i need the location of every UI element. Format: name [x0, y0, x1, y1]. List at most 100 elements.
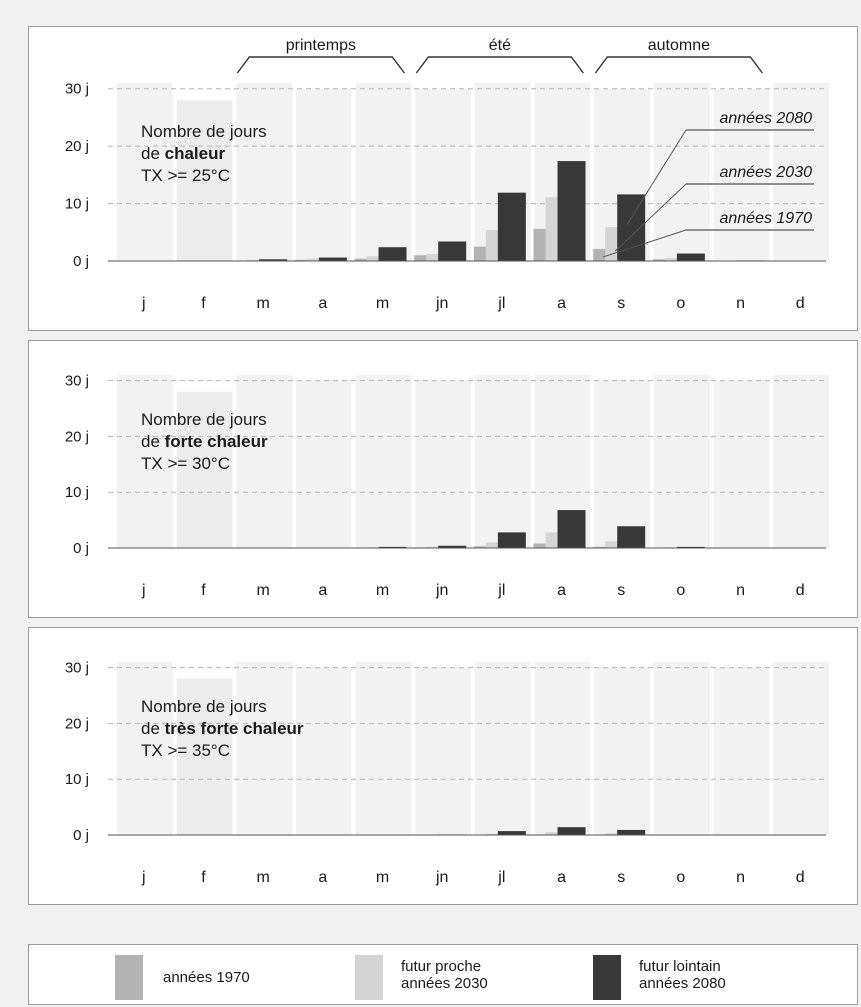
xtick-label-1: f — [201, 295, 206, 312]
xtick-label-9: o — [676, 869, 685, 886]
xtick-label-2: m — [257, 582, 270, 599]
xtick-label-3: a — [318, 582, 327, 599]
chart-title-bold: chaleur — [165, 144, 226, 163]
ytick-label-30: 30 j — [65, 373, 89, 390]
ytick-label-10: 10 j — [65, 771, 89, 788]
chart-title-line1: Nombre de jours — [141, 122, 267, 141]
xtick-label-0: j — [141, 582, 146, 599]
chart-title-line1: Nombre de jours — [141, 697, 267, 716]
legend-label-1970-line1: années 1970 — [163, 969, 250, 986]
xtick-label-8: s — [617, 295, 625, 312]
bar-2080-2 — [259, 259, 288, 261]
annotation-leader-0 — [626, 129, 687, 225]
chart-title-line3: TX >= 35°C — [141, 741, 230, 760]
month-column-3 — [296, 667, 352, 835]
legend-item-2030: futur proche années 2030 — [355, 945, 575, 1006]
chart-panel-chaleur: 0 j 10 j 20 j 30 j j f m a m jn jl a s o n d Nombre de j… — [28, 26, 858, 331]
month-column-2 — [236, 662, 293, 835]
legend-label-2080-line2: années 2080 — [639, 975, 726, 992]
season-label-2: automne — [648, 37, 710, 54]
bar-2080-6 — [497, 532, 526, 548]
bar-2080-7 — [557, 161, 586, 261]
month-column-1 — [176, 678, 233, 835]
xtick-label-2: m — [257, 295, 270, 312]
bar-2080-8 — [617, 829, 646, 835]
chart-panel-tres-forte-chaleur: 0 j 10 j 20 j 30 j j f m a m jn jl a s o n d Nombre de j… — [28, 627, 858, 905]
chart-title-line1: Nombre de jours — [141, 410, 267, 429]
month-column-9 — [654, 662, 710, 835]
xtick-label-1: f — [201, 582, 206, 599]
month-column-1 — [176, 100, 233, 262]
season-bracket-2 — [594, 56, 763, 74]
annotation-label-0: années 2080 — [719, 110, 812, 127]
month-column-11 — [773, 662, 830, 835]
xtick-label-11: d — [796, 582, 805, 599]
month-column-8 — [594, 667, 651, 835]
xtick-label-10: n — [736, 295, 745, 312]
ytick-label-20: 20 j — [65, 715, 89, 732]
month-column-9 — [654, 375, 710, 548]
chart-title-prefix: de — [141, 144, 165, 163]
chart-title-line3: TX >= 30°C — [141, 454, 230, 473]
month-column-4 — [355, 662, 412, 835]
legend-swatch-2030 — [355, 955, 383, 1000]
month-column-11 — [773, 83, 830, 261]
month-column-3 — [296, 88, 352, 261]
xtick-label-7: a — [557, 869, 566, 886]
chart-title-line3: TX >= 25°C — [141, 166, 230, 185]
month-column-10 — [713, 380, 770, 548]
bar-2080-5 — [438, 241, 467, 261]
month-column-0 — [117, 375, 173, 548]
chart-panel-forte-chaleur: 0 j 10 j 20 j 30 j j f m a m jn jl a s o n d Nombre de j… — [28, 340, 858, 618]
xtick-label-6: jl — [497, 582, 505, 599]
annotation-leader-1 — [614, 183, 687, 252]
legend-label-2030-line1: futur proche — [401, 958, 482, 975]
bar-2080-4 — [378, 546, 407, 548]
month-column-5 — [415, 667, 472, 835]
ytick-label-30: 30 j — [65, 81, 89, 98]
legend-swatch-2080 — [593, 955, 621, 1000]
chart-tres-forte-chaleur-svg: 0 j 10 j 20 j 30 j j f m a m jn jl a s o n d Nombre de j… — [65, 660, 830, 886]
month-column-0 — [117, 83, 173, 261]
xtick-label-1: f — [201, 869, 206, 886]
xtick-label-5: jn — [435, 295, 448, 312]
xtick-label-8: s — [617, 869, 625, 886]
bar-2080-7 — [557, 510, 586, 548]
xtick-label-9: o — [676, 582, 685, 599]
bar-2080-5 — [438, 545, 467, 548]
xtick-label-3: a — [318, 869, 327, 886]
chart-forte-chaleur-svg: 0 j 10 j 20 j 30 j j f m a m jn jl a s o n d Nombre de j… — [65, 373, 830, 599]
xtick-label-0: j — [141, 869, 146, 886]
annotation-label-2: années 1970 — [719, 210, 812, 227]
legend-item-1970: années 1970 — [115, 945, 335, 1006]
ytick-label-0: 0 j — [73, 253, 89, 270]
bar-2080-8 — [617, 526, 646, 548]
xtick-label-4: m — [376, 295, 389, 312]
annotation-leader-2 — [603, 229, 687, 258]
month-column-1 — [176, 391, 233, 548]
xtick-label-5: jn — [435, 869, 448, 886]
season-bracket-1 — [415, 56, 584, 74]
xtick-label-8: s — [617, 582, 625, 599]
season-label-0: printemps — [286, 37, 356, 54]
xtick-label-7: a — [557, 295, 566, 312]
chart-title-prefix: de — [141, 719, 165, 738]
month-column-0 — [117, 662, 173, 835]
ytick-label-10: 10 j — [65, 484, 89, 501]
month-column-2 — [236, 83, 293, 261]
month-column-4 — [355, 375, 412, 548]
ytick-label-30: 30 j — [65, 660, 89, 677]
bar-2080-6 — [497, 192, 526, 261]
xtick-label-10: n — [736, 582, 745, 599]
chart-title-line2: de forte chaleur — [141, 432, 268, 451]
season-label-1: été — [489, 37, 511, 54]
ytick-label-0: 0 j — [73, 827, 89, 844]
ytick-label-10: 10 j — [65, 196, 89, 213]
bar-2080-4 — [378, 247, 407, 261]
month-column-6 — [475, 662, 531, 835]
month-column-11 — [773, 375, 830, 548]
xtick-label-6: jl — [497, 869, 505, 886]
season-bracket-0 — [236, 56, 405, 74]
xtick-label-9: o — [676, 295, 685, 312]
month-column-7 — [534, 662, 591, 835]
